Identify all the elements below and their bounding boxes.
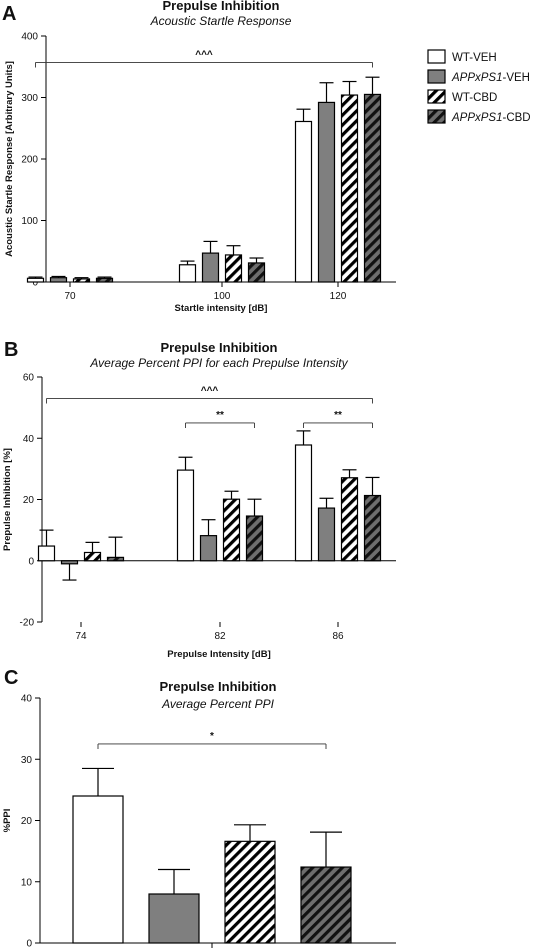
legend-label-suffix: WT-CBD bbox=[452, 92, 497, 104]
legend-item: APPxPS1-CBD bbox=[427, 109, 531, 124]
chart-subtitle: Acoustic Startle Response bbox=[150, 14, 292, 28]
chart-title: Prepulse Inhibition bbox=[162, 0, 279, 13]
legend-item: WT-VEH bbox=[427, 49, 497, 64]
x-axis-label: Startle intensity [dB] bbox=[175, 303, 268, 314]
bar bbox=[363, 93, 382, 283]
legend-label-suffix: WT-VEH bbox=[452, 52, 497, 64]
y-tick-label: -20 bbox=[20, 618, 35, 629]
y-axis-label: Acoustic Startle Response [Arbitrary Uni… bbox=[4, 61, 15, 257]
bar bbox=[178, 264, 197, 283]
bar bbox=[26, 277, 45, 283]
bar bbox=[340, 477, 359, 562]
x-tick-label: 100 bbox=[214, 291, 231, 302]
y-tick-label: 40 bbox=[23, 434, 35, 445]
panel-c: C Prepulse Inhibition Average Percent PPI 0… bbox=[2, 667, 396, 950]
bar bbox=[340, 94, 359, 283]
bar bbox=[72, 795, 124, 944]
bar bbox=[95, 277, 114, 283]
legend-label-italic: APPxPS1 bbox=[451, 112, 503, 124]
bar bbox=[83, 551, 102, 562]
bar bbox=[222, 498, 241, 562]
bar bbox=[49, 277, 68, 283]
chart-subtitle: Average Percent PPI bbox=[161, 697, 275, 711]
y-tick-label: 100 bbox=[21, 216, 38, 227]
y-tick-label: 40 bbox=[21, 694, 33, 705]
bar bbox=[148, 893, 200, 944]
significance-label: * bbox=[210, 731, 214, 742]
bar bbox=[245, 515, 264, 562]
y-axis-label: %PPI bbox=[2, 809, 13, 833]
x-tick-label: 70 bbox=[64, 291, 76, 302]
chart-subtitle: Average Percent PPI for each Prepulse In… bbox=[89, 356, 348, 370]
bar bbox=[294, 444, 313, 562]
legend-label: APPxPS1-VEH bbox=[451, 72, 530, 84]
x-axis-label: Prepulse Intensity [dB] bbox=[167, 649, 270, 660]
bar bbox=[224, 840, 276, 944]
bar bbox=[294, 120, 313, 283]
bar bbox=[201, 252, 220, 283]
bar bbox=[72, 278, 91, 283]
legend-label-suffix: -CBD bbox=[503, 112, 531, 124]
y-tick-label: 0 bbox=[28, 556, 34, 567]
chart-title: Prepulse Inhibition bbox=[159, 679, 276, 694]
y-axis-label: Prepulse Inhibition [%] bbox=[2, 448, 13, 551]
bar bbox=[37, 545, 56, 562]
bar bbox=[106, 556, 125, 562]
significance-label: ** bbox=[216, 410, 224, 421]
bar bbox=[176, 469, 195, 562]
x-tick-label: 82 bbox=[214, 631, 226, 642]
legend-swatch bbox=[427, 89, 446, 104]
x-tick-label: 74 bbox=[75, 631, 87, 642]
bar bbox=[317, 101, 336, 283]
y-tick-label: 200 bbox=[21, 155, 38, 166]
y-tick-label: 30 bbox=[21, 755, 33, 766]
chart-title: Prepulse Inhibition bbox=[160, 340, 277, 355]
bar bbox=[247, 262, 266, 283]
legend-label: WT-VEH bbox=[452, 52, 497, 64]
y-tick-label: 20 bbox=[21, 816, 33, 827]
x-tick-label: 120 bbox=[330, 291, 347, 302]
legend-label: WT-CBD bbox=[452, 92, 497, 104]
bar bbox=[224, 254, 243, 283]
panel-letter: A bbox=[2, 3, 16, 25]
legend-label: APPxPS1-CBD bbox=[451, 112, 531, 124]
legend-label-suffix: -VEH bbox=[503, 72, 530, 84]
bar bbox=[317, 507, 336, 562]
legend-swatch bbox=[427, 69, 446, 84]
significance-label: ^^^ bbox=[195, 49, 213, 60]
y-tick-label: 20 bbox=[23, 495, 35, 506]
legend-swatch bbox=[427, 49, 446, 64]
bar bbox=[60, 560, 79, 565]
legend-item: APPxPS1-VEH bbox=[427, 69, 530, 84]
y-tick-label: 300 bbox=[21, 93, 38, 104]
significance-label: ^^^ bbox=[201, 385, 219, 396]
x-tick-label: 86 bbox=[332, 631, 344, 642]
y-tick-label: 10 bbox=[21, 877, 33, 888]
legend-item: WT-CBD bbox=[427, 89, 497, 104]
y-tick-label: 400 bbox=[21, 32, 38, 43]
bar bbox=[300, 866, 352, 944]
y-tick-label: 60 bbox=[23, 373, 35, 384]
bar bbox=[199, 535, 218, 562]
y-tick-label: 0 bbox=[32, 278, 38, 289]
legend-swatch bbox=[427, 109, 446, 124]
y-tick-label: 0 bbox=[26, 939, 32, 950]
panel-letter: C bbox=[4, 667, 18, 689]
panel-letter: B bbox=[4, 339, 18, 361]
bar bbox=[363, 494, 382, 562]
significance-label: ** bbox=[334, 410, 342, 421]
legend-label-italic: APPxPS1 bbox=[451, 72, 503, 84]
